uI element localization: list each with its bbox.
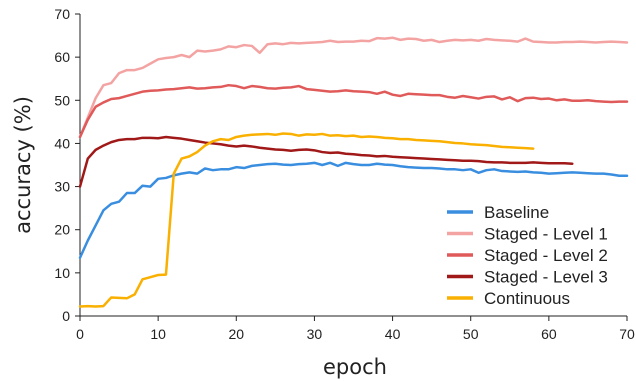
legend-label-staged-level-2: Staged - Level 2 [484,246,608,265]
y-tick-label: 30 [54,179,70,195]
x-tick-label: 70 [619,326,635,342]
x-tick-label: 20 [228,326,244,342]
x-tick-label: 0 [76,326,84,342]
x-tick-label: 30 [307,326,323,342]
y-axis-ticks: 0 10 20 30 40 50 60 70 [54,6,80,324]
series-line-staged-level-2 [78,83,629,139]
legend: Baseline Staged - Level 1 Staged - Level 2… [447,203,608,308]
y-axis-title: accuracy (%) [11,96,35,234]
legend-label-continuous: Continuous [484,289,570,308]
series-line-baseline [78,161,629,260]
y-tick-label: 20 [54,222,70,238]
y-tick-label: 60 [54,49,70,65]
x-tick-label: 40 [385,326,401,342]
x-tick-label: 60 [541,326,557,342]
series-lines [78,36,629,308]
legend-label-staged-level-3: Staged - Level 3 [484,268,608,287]
series-line-continuous [78,132,535,308]
y-tick-label: 70 [54,6,70,22]
y-tick-label: 10 [54,265,70,281]
legend-label-staged-level-1: Staged - Level 1 [484,225,608,244]
series-line-staged-level-3 [78,135,574,188]
series-line-staged-level-1 [78,36,629,139]
x-axis-ticks: 0 10 20 30 40 50 60 70 [76,316,635,342]
x-tick-label: 50 [463,326,479,342]
x-axis-title: epoch [323,355,387,379]
y-tick-label: 50 [54,92,70,108]
axes [79,14,627,317]
legend-label-baseline: Baseline [484,203,549,222]
x-tick-label: 10 [150,326,166,342]
y-tick-label: 0 [62,308,70,324]
y-tick-label: 40 [54,135,70,151]
